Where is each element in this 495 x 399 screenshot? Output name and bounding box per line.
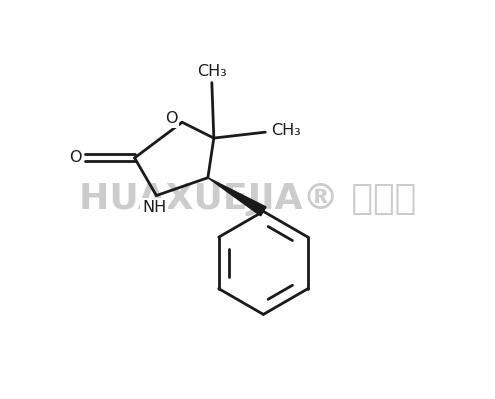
Polygon shape [208, 178, 266, 216]
Text: HUAXUEJIA® 化学加: HUAXUEJIA® 化学加 [79, 182, 416, 217]
Text: O: O [69, 150, 81, 166]
Text: CH₃: CH₃ [197, 64, 227, 79]
Text: O: O [165, 111, 177, 126]
Text: NH: NH [142, 200, 166, 215]
Text: CH₃: CH₃ [271, 122, 301, 138]
